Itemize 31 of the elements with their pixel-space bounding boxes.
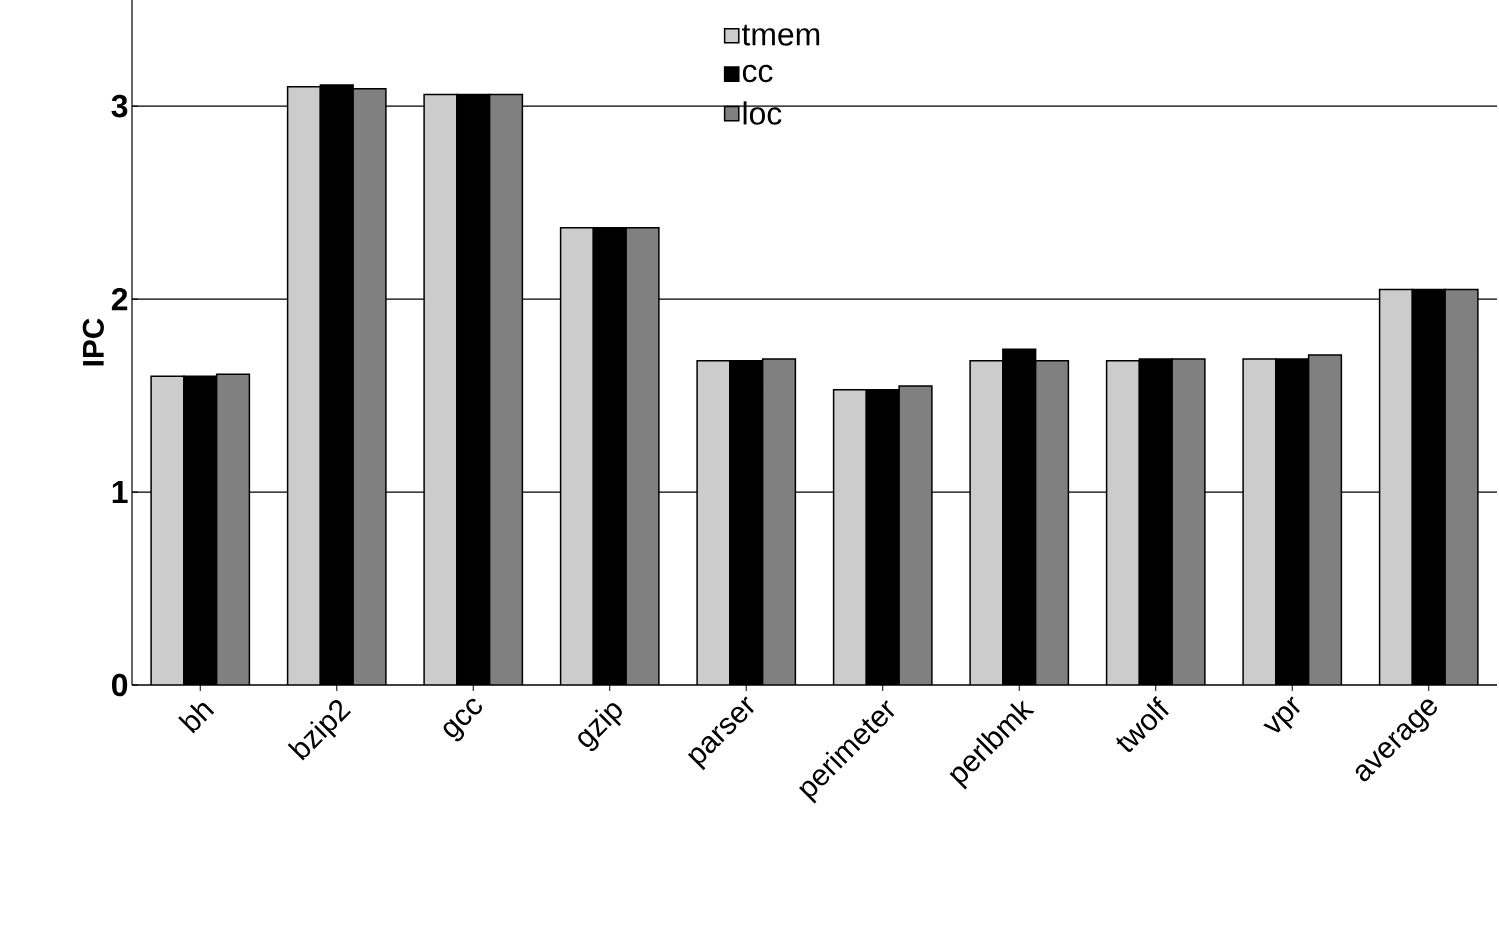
bar	[1444, 288, 1479, 685]
legend-label: cc	[742, 64, 773, 83]
bar	[287, 86, 321, 685]
bar	[1172, 358, 1205, 685]
y-tick-label: 2	[111, 287, 128, 311]
y-tick-label: 0	[112, 673, 128, 697]
bar	[899, 385, 932, 685]
bar	[626, 227, 659, 685]
y-tick-label: 1	[112, 481, 128, 504]
x-tick-label: bh	[178, 703, 215, 734]
bar	[833, 389, 867, 685]
bar	[489, 94, 523, 685]
x-tick-label: gzip	[578, 703, 622, 752]
bar	[1106, 360, 1140, 685]
x-tick-label: gcc	[443, 698, 482, 742]
bar	[560, 227, 594, 685]
bar	[1243, 358, 1276, 685]
bar	[762, 358, 796, 685]
bar	[697, 360, 730, 685]
legend-label: loc	[743, 101, 782, 125]
bar	[353, 88, 386, 685]
x-tick-label: vpr	[1263, 696, 1300, 733]
bar	[1308, 355, 1342, 685]
bar	[1035, 360, 1069, 685]
bar	[151, 376, 184, 685]
bar	[970, 360, 1003, 685]
y-tick-label: 3	[111, 94, 128, 118]
bar	[424, 94, 457, 685]
y-axis-title: IPC	[82, 318, 104, 366]
bar	[216, 374, 250, 685]
legend-label: tmem	[742, 24, 820, 46]
